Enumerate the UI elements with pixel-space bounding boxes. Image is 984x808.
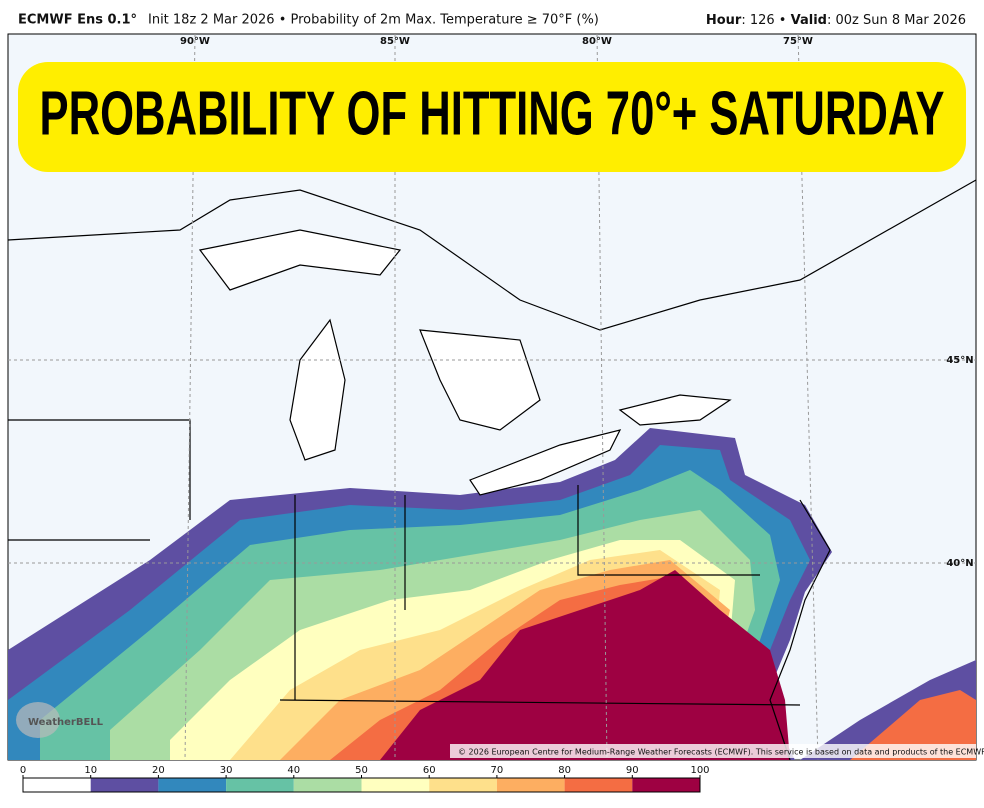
lake-superior xyxy=(198,229,402,291)
colorbar-tick-label: 30 xyxy=(220,765,233,776)
lon-label: 75°W xyxy=(783,36,813,47)
banner-text: PROBABILITY OF HITTING 70°+ SATURDAY xyxy=(40,79,945,148)
copyright: © 2026 European Centre for Medium-Range … xyxy=(458,748,984,757)
colorbar-tick-label: 20 xyxy=(152,765,165,776)
banner-box xyxy=(18,62,966,172)
colorbar-tick-label: 60 xyxy=(423,765,436,776)
lon-label: 80°W xyxy=(582,36,612,47)
colorbar-segment xyxy=(361,778,430,792)
model-title: ECMWF Ens 0.1° xyxy=(18,13,137,28)
colorbar-tick-label: 50 xyxy=(355,765,368,776)
lakes xyxy=(198,229,732,496)
map: 90°W 85°W 80°W 75°W 45°N 40°N WeatherBELL © … xyxy=(7,33,984,761)
lake-ontario xyxy=(618,394,732,426)
hour-label: Hour xyxy=(706,13,742,28)
latitude-labels: 45°N 40°N xyxy=(946,355,973,569)
colorbar-segment xyxy=(632,778,700,792)
logo: WeatherBELL xyxy=(28,717,104,728)
borders xyxy=(7,179,977,761)
lat-label: 45°N xyxy=(946,355,973,366)
lon-label: 90°W xyxy=(180,36,210,47)
lake-erie xyxy=(469,429,622,496)
valid-value: : 00z Sun 8 Mar 2026 xyxy=(827,13,966,28)
probability-field xyxy=(8,428,976,760)
lon-label: 85°W xyxy=(380,36,410,47)
colorbar-segment xyxy=(158,778,227,792)
lake-michigan xyxy=(289,318,346,461)
lake-huron xyxy=(419,329,541,431)
colorbar-tick-label: 0 xyxy=(20,765,26,776)
lat-label: 40°N xyxy=(946,558,973,569)
colorbar-tick-label: 80 xyxy=(558,765,571,776)
valid-label: Valid xyxy=(791,13,827,28)
colorbar-segment xyxy=(564,778,633,792)
colorbar-tick-label: 10 xyxy=(84,765,97,776)
longitude-labels: 90°W 85°W 80°W 75°W xyxy=(180,36,813,47)
colorbar-tick-label: 100 xyxy=(690,765,709,776)
valid-time: Hour: 126 • Valid: 00z Sun 8 Mar 2026 xyxy=(706,13,966,28)
copyright-bg xyxy=(450,744,976,758)
country-border xyxy=(7,179,977,331)
colorbar-segment xyxy=(226,778,294,792)
colorbar-segment xyxy=(293,778,362,792)
colorbar-segment xyxy=(23,778,91,792)
colorbar: 0 10 20 30 40 50 60 70 80 90 100 xyxy=(20,765,710,793)
coastline xyxy=(769,499,831,761)
colorbar-segment xyxy=(429,778,497,792)
colorbar-tick-label: 70 xyxy=(491,765,504,776)
state-borders xyxy=(8,419,801,706)
logo-globe xyxy=(16,702,60,738)
hour-value: : 126 • xyxy=(741,13,786,28)
colorbar-tick-label: 90 xyxy=(626,765,639,776)
colorbar-tick-label: 40 xyxy=(287,765,300,776)
colorbar-segment xyxy=(496,778,565,792)
colorbar-segment xyxy=(90,778,159,792)
map-info: Init 18z 2 Mar 2026 • Probability of 2m … xyxy=(148,13,599,28)
